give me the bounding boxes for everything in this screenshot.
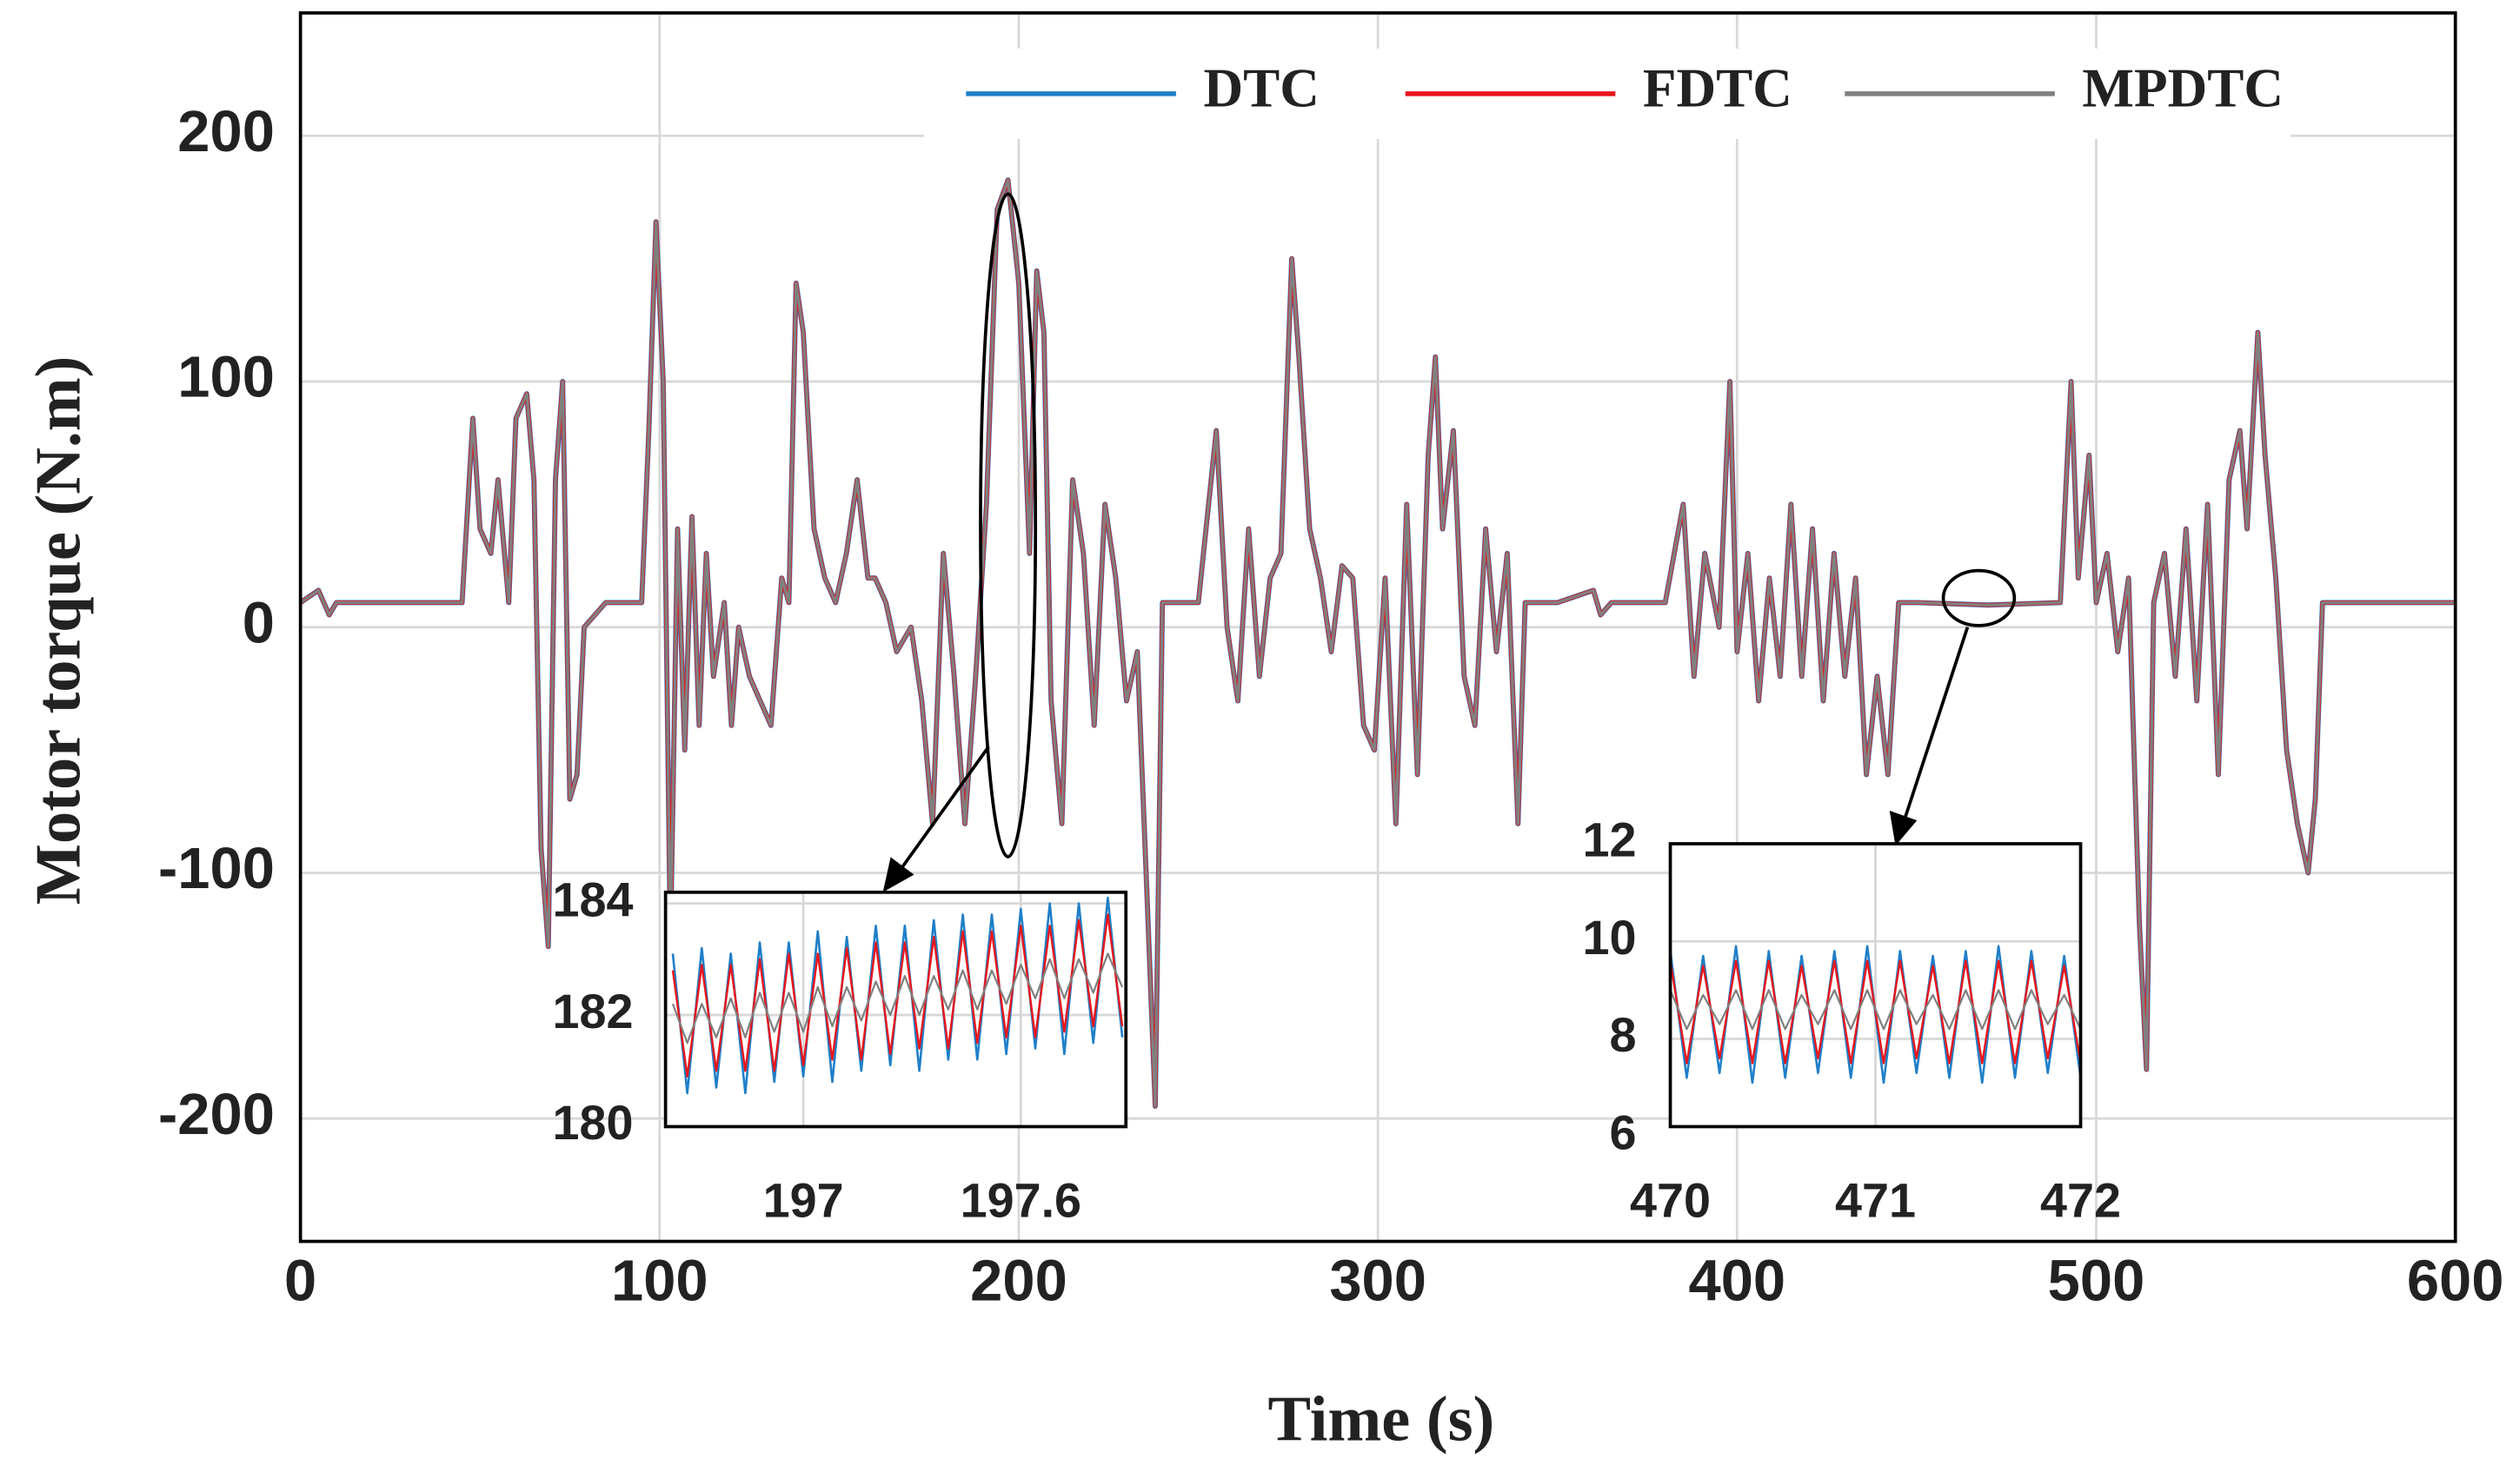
highlight-ellipse [979,192,1038,859]
x-tick-label: 197.6 [961,1173,1081,1227]
y-tick-label: 8 [1609,1008,1636,1062]
x-tick-label: 0 [284,1248,316,1313]
x-tick-label: 400 [1689,1248,1786,1313]
y-axis-title: Motor torque (N.m) [23,356,94,905]
y-tick-label: 10 [1582,911,1636,965]
series-line [671,952,1124,1045]
y-tick-label: -200 [158,1082,275,1147]
x-tick-label: 472 [2040,1173,2121,1227]
y-tick-label: -100 [158,836,275,901]
x-tick-label: 500 [2048,1248,2145,1313]
y-tick-label: 6 [1609,1105,1636,1159]
arrow [1901,627,1970,826]
series-line [1669,989,2082,1031]
series-line [671,913,1124,1078]
annotations [882,192,2017,892]
y-tick-label: 100 [177,345,275,410]
x-tick-label: 471 [1835,1173,1916,1227]
y-tick-label: 180 [552,1096,633,1150]
legend-label: FDTC [1643,57,1792,118]
plot-frame [663,890,1128,1129]
y-tick-label: 200 [177,99,275,164]
x-tick-label: 470 [1630,1173,1711,1227]
plot-frame [1668,842,2083,1129]
x-tick-label: 300 [1329,1248,1426,1313]
x-tick-label: 200 [970,1248,1067,1313]
y-tick-label: 182 [552,985,633,1038]
series-line [299,178,2456,1108]
x-tick-label: 100 [611,1248,708,1313]
legend-label: DTC [1203,57,1319,118]
y-tick-label: 0 [243,590,275,655]
plot-frame [298,11,2457,1244]
x-tick-label: 600 [2407,1248,2504,1313]
highlight-ellipse [1941,568,2017,627]
legend-label: MPDTC [2082,57,2284,118]
arrow-head [1889,810,1918,846]
arrow-head [882,857,914,892]
arrow [896,746,990,874]
y-tick-label: 184 [552,872,633,926]
x-axis-title: Time (s) [1267,1384,1494,1456]
x-tick-label: 197 [763,1173,844,1227]
y-tick-label: 12 [1582,813,1636,867]
